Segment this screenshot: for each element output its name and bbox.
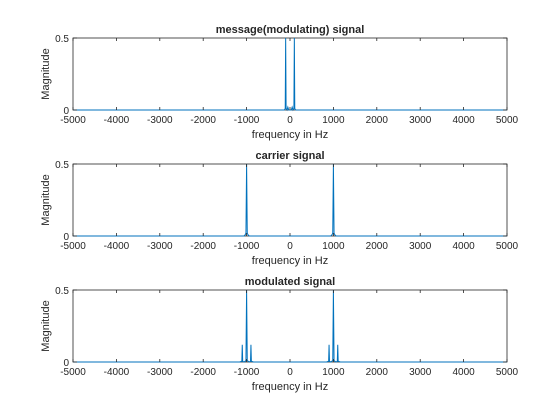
x-tick-label: 5000 — [496, 367, 519, 378]
x-tick-label: 3000 — [409, 115, 432, 126]
y-tick-label: 0 — [63, 358, 69, 369]
x-tick-label: 1000 — [322, 367, 345, 378]
x-tick-label: -3000 — [147, 367, 173, 378]
chart-title: modulated signal — [245, 276, 335, 288]
axes-frame — [72, 289, 508, 363]
y-tick-label: 0.5 — [55, 34, 69, 45]
x-tick-label: -1000 — [234, 241, 260, 252]
x-tick-label: 5000 — [496, 115, 519, 126]
y-tick-label: 0.5 — [55, 160, 69, 171]
x-tick-label: 0 — [287, 367, 293, 378]
subplot-1: -5000 -4000 -3000 -2000 -1000 0 1000 2000 3000 40… — [40, 24, 519, 141]
x-axis-label: frequency in Hz — [252, 381, 328, 393]
y-tick-label: 0 — [63, 106, 69, 117]
x-tick-label: -1000 — [234, 367, 260, 378]
x-tick-label: 2000 — [366, 241, 389, 252]
x-tick-label: -2000 — [190, 115, 216, 126]
x-tick-label: 4000 — [452, 367, 475, 378]
x-tick-label: -2000 — [190, 367, 216, 378]
x-tick-label: 5000 — [496, 241, 519, 252]
axes-frame — [72, 163, 508, 237]
x-tick-label: -1000 — [234, 115, 260, 126]
y-axis-label: Magnitude — [40, 174, 52, 225]
x-tick-label: -5000 — [60, 367, 86, 378]
chart-title: message(modulating) signal — [216, 24, 365, 36]
x-tick-label: 2000 — [366, 367, 389, 378]
x-tick-label: -3000 — [147, 115, 173, 126]
x-tick-label: 4000 — [452, 241, 475, 252]
x-tick-label: -4000 — [104, 367, 130, 378]
x-tick-label: -5000 — [60, 115, 86, 126]
x-tick-label: 2000 — [366, 115, 389, 126]
y-tick-label: 0 — [63, 232, 69, 243]
y-axis-label: Magnitude — [40, 48, 52, 99]
axes-frame — [72, 37, 508, 111]
x-tick-label: 0 — [287, 241, 293, 252]
subplot-2: -5000 -4000 -3000 -2000 -1000 0 1000 2000 3000 40… — [40, 150, 519, 267]
x-tick-label: -4000 — [104, 241, 130, 252]
x-tick-label: 3000 — [409, 241, 432, 252]
x-tick-label: -5000 — [60, 241, 86, 252]
chart-title: carrier signal — [255, 150, 324, 162]
x-axis-label: frequency in Hz — [252, 129, 328, 141]
subplot-3: -5000 -4000 -3000 -2000 -1000 0 1000 2000 3000 40… — [40, 276, 519, 393]
x-axis-label: frequency in Hz — [252, 255, 328, 267]
x-tick-label: -3000 — [147, 241, 173, 252]
x-tick-label: 4000 — [452, 115, 475, 126]
x-tick-label: 1000 — [322, 241, 345, 252]
x-tick-label: 3000 — [409, 367, 432, 378]
x-tick-label: -2000 — [190, 241, 216, 252]
y-axis-label: Magnitude — [40, 300, 52, 351]
x-tick-label: -4000 — [104, 115, 130, 126]
x-tick-label: 0 — [287, 115, 293, 126]
y-tick-label: 0.5 — [55, 286, 69, 297]
x-tick-label: 1000 — [322, 115, 345, 126]
